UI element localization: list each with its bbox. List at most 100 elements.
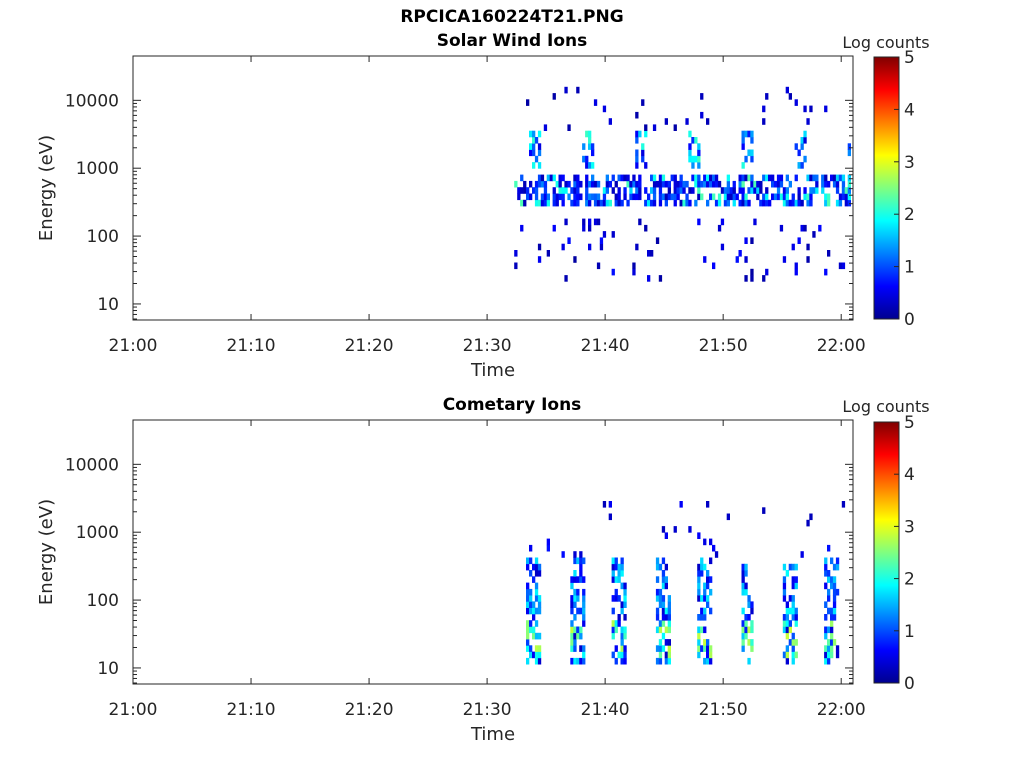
heatmap-cell [729, 187, 733, 194]
heatmap-cell [794, 620, 798, 627]
heatmap-cell [824, 645, 828, 652]
heatmap-cell [611, 557, 615, 565]
heatmap-cell [532, 563, 536, 571]
heatmap-cells [526, 501, 846, 665]
heatmap-cell [703, 256, 707, 263]
heatmap-cell [782, 256, 787, 263]
heatmap-cell [650, 250, 654, 257]
heatmap-cell [611, 563, 615, 571]
heatmap-cell [582, 601, 586, 608]
heatmap-cell [552, 174, 556, 182]
heatmap-cell [747, 614, 751, 621]
heatmap-cell [534, 180, 539, 188]
heatmap-cell [570, 645, 574, 652]
heatmap-cell [809, 193, 813, 201]
heatmap-cell [835, 563, 840, 571]
heatmap-cell [529, 143, 533, 150]
heatmap-cell [827, 626, 831, 634]
heatmap-cell [765, 93, 769, 100]
heatmap-cell [738, 180, 742, 188]
heatmap-cell [540, 174, 545, 182]
heatmap-cell [655, 563, 660, 571]
heatmap-cell [688, 155, 692, 163]
heatmap-cell [717, 224, 722, 232]
heatmap-cell [821, 187, 825, 194]
heatmap-cell [582, 614, 586, 621]
heatmap-cell [611, 595, 615, 602]
heatmap-cell [526, 99, 530, 106]
heatmap-cell [605, 199, 609, 207]
heatmap-cell [679, 174, 683, 182]
heatmap-cell [806, 243, 810, 251]
heatmap-cell [685, 118, 689, 125]
heatmap-cell [652, 187, 657, 194]
heatmap-cell [576, 174, 580, 182]
heatmap-cell [712, 262, 716, 270]
heatmap-cell [830, 645, 834, 652]
heatmap-cell [694, 155, 698, 163]
heatmap-cell [529, 180, 533, 188]
heatmap-cell [741, 199, 745, 207]
heatmap-cell [582, 645, 586, 652]
heatmap-cell [841, 174, 846, 182]
heatmap-cell [620, 645, 624, 652]
heatmap-cell [591, 143, 595, 150]
heatmap-cell [741, 180, 745, 188]
heatmap-cell [776, 180, 781, 188]
heatmap-cell [620, 626, 624, 634]
heatmap-cell [670, 174, 674, 182]
heatmap-cell [673, 180, 677, 188]
heatmap-cell [593, 193, 598, 201]
heatmap-cell [785, 632, 789, 640]
colorbar-gradient [873, 421, 900, 684]
heatmap-cell [830, 174, 834, 182]
heatmap-cell [534, 193, 539, 201]
heatmap-cell [765, 174, 769, 182]
heatmap-cell [611, 607, 615, 615]
heatmap-cell [555, 199, 559, 207]
heatmap-cell [652, 199, 657, 207]
heatmap-cell [750, 149, 754, 157]
heatmap-cell [635, 162, 639, 169]
heatmap-cell [599, 237, 604, 244]
heatmap-cell [712, 544, 716, 552]
colorbar-tick-label: 2 [904, 205, 915, 225]
heatmap-cell [638, 218, 642, 226]
heatmap-cell [573, 657, 577, 665]
heatmap-cell [664, 657, 668, 665]
heatmap-cell [685, 180, 689, 188]
heatmap-cell [744, 588, 748, 596]
heatmap-cell [747, 199, 751, 207]
heatmap-cell [714, 180, 719, 188]
heatmap-cell [532, 162, 536, 169]
heatmap-cell [753, 218, 757, 226]
heatmap-cell [782, 187, 787, 194]
y-tick-label: 10 [97, 295, 119, 315]
heatmap-cell [532, 137, 536, 144]
heatmap-cell [529, 130, 533, 138]
heatmap-cell [697, 180, 701, 188]
heatmap-cell [620, 601, 624, 608]
heatmap-cell [655, 657, 660, 665]
heatmap-cell [602, 199, 607, 207]
y-tick-label: 100 [87, 591, 119, 611]
heatmap-cell [785, 86, 789, 94]
heatmap-cell [700, 180, 704, 188]
heatmap-cell [602, 501, 607, 508]
heatmap-cell [841, 262, 846, 270]
heatmap-cell [835, 180, 840, 188]
heatmap-cell [526, 595, 530, 602]
heatmap-cell [623, 187, 627, 194]
heatmap-cell [558, 174, 562, 182]
heatmap-cell [682, 187, 686, 194]
heatmap-cell [797, 149, 801, 157]
heatmap-cell [788, 199, 792, 207]
heatmap-cell [588, 143, 592, 150]
heatmap-cell [785, 570, 789, 577]
axes-frame [132, 55, 854, 321]
heatmap-cell [800, 224, 804, 232]
heatmap-cell [794, 576, 798, 583]
heatmap-cell [709, 651, 713, 659]
heatmap-cell [611, 174, 615, 182]
heatmap-cell [679, 187, 683, 194]
